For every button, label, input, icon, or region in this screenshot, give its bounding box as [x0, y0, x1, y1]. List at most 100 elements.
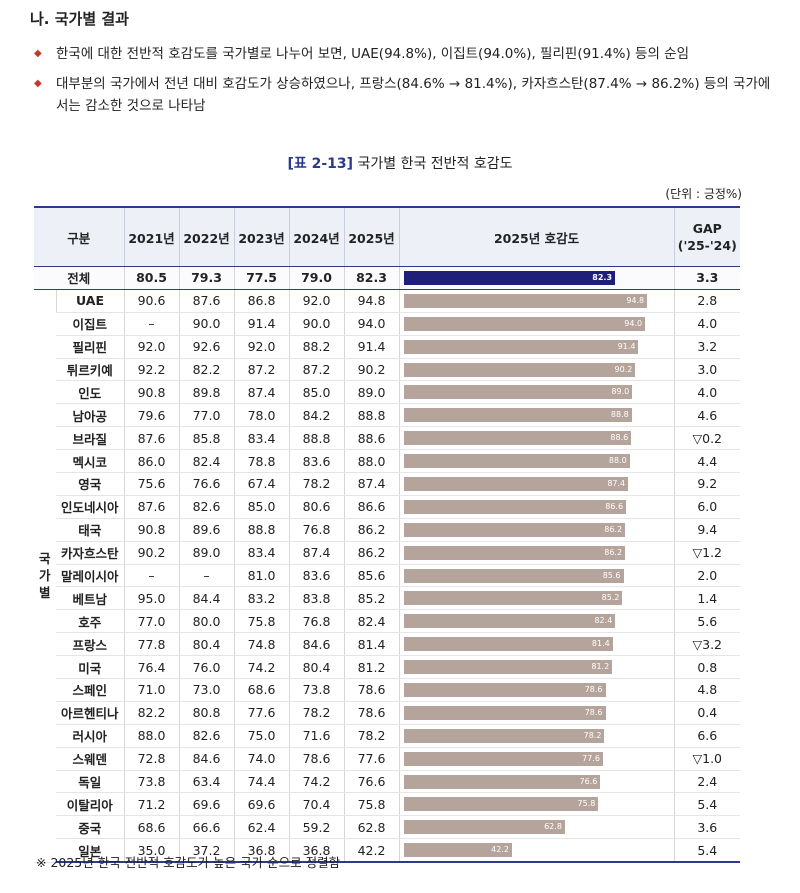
- cell-2022: 79.3: [178, 266, 235, 290]
- table-header-row: 구분 2021년 2022년 2023년 2024년 2025년 2025년 호…: [34, 206, 741, 267]
- cell-gap: 3.0: [673, 358, 741, 382]
- cell-bar: 78.6: [398, 701, 675, 725]
- cell-2021: 35.0: [123, 838, 180, 864]
- cell-gap: ▽3.2: [673, 632, 741, 657]
- cell-2024: 83.6: [288, 564, 345, 588]
- bar-country: 91.4: [403, 339, 639, 354]
- bar-country: 81.4: [403, 637, 613, 652]
- row-name: UAE: [55, 289, 125, 313]
- table-row: 인도네시아 87.6 82.6 85.0 80.6 86.6 86.6 6.0: [34, 495, 741, 519]
- row-name: 인도네시아: [56, 495, 125, 519]
- cell-2022: 69.6: [178, 792, 235, 817]
- cell-gap: 2.8: [673, 289, 741, 313]
- cell-2023: 83.4: [233, 426, 290, 451]
- bar-country: 94.8: [403, 293, 648, 308]
- table-row: 이탈리아 71.2 69.6 69.6 70.4 75.8 75.8 5.4: [34, 792, 741, 817]
- bar-label: 86.2: [604, 547, 623, 557]
- table-row: 영국 75.6 76.6 67.4 78.2 87.4 87.4 9.2: [34, 472, 741, 496]
- cell-2024: 76.8: [288, 609, 345, 634]
- bar-country: 85.2: [403, 591, 623, 606]
- bar-country: 85.6: [403, 568, 624, 583]
- table-row: 태국 90.8 89.6 88.8 76.8 86.2 86.2 9.4: [34, 518, 741, 542]
- cell-2023: 81.0: [233, 564, 290, 588]
- cell-2021: 86.0: [123, 449, 180, 474]
- table-row: 베트남 95.0 84.4 83.2 83.8 85.2 85.2 1.4: [34, 586, 741, 611]
- row-name: 아르헨티나: [56, 701, 125, 725]
- bar-label: 88.0: [608, 456, 627, 466]
- cell-2023: 36.8: [233, 838, 290, 864]
- bar-label: 78.6: [584, 707, 603, 717]
- table-row: 러시아 88.0 82.6 75.0 71.6 78.2 78.2 6.6: [34, 724, 741, 748]
- row-name: 전체: [34, 266, 125, 290]
- cell-2021: 92.2: [123, 358, 180, 382]
- cell-gap: 4.0: [673, 380, 741, 405]
- table-caption: [표 2-13] 국가별 한국 전반적 호감도: [0, 153, 800, 173]
- cell-bar: 86.2: [398, 541, 675, 565]
- cell-2024: 80.4: [288, 655, 345, 680]
- cell-2023: 77.5: [233, 266, 290, 290]
- table-caption-code: [표 2-13]: [287, 156, 354, 172]
- row-name: 스웨덴: [56, 747, 125, 771]
- cell-gap: 1.4: [673, 586, 741, 611]
- cell-2024: 76.8: [288, 518, 345, 542]
- cell-2023: 74.8: [233, 632, 290, 657]
- bar-label: 78.6: [584, 684, 603, 694]
- bar-label: 85.6: [602, 570, 621, 580]
- cell-2024: 90.0: [288, 312, 345, 336]
- cell-gap: ▽1.0: [673, 747, 741, 771]
- bar-label: 88.8: [610, 410, 629, 420]
- cell-2022: 90.0: [178, 312, 235, 336]
- cell-2021: 80.5: [123, 266, 180, 290]
- bar-label: 88.6: [610, 433, 629, 443]
- cell-bar: 42.2: [398, 838, 675, 864]
- bar-label: 81.4: [591, 639, 610, 649]
- cell-bar: 87.4: [398, 472, 675, 496]
- bar-label: 75.8: [577, 799, 596, 809]
- cell-gap: 0.4: [673, 701, 741, 725]
- cell-gap: 4.8: [673, 678, 741, 702]
- cell-2024: 87.2: [288, 358, 345, 382]
- cell-gap: 4.0: [673, 312, 741, 336]
- cell-2025: 87.4: [343, 472, 400, 496]
- bar-country: 81.2: [403, 660, 613, 675]
- cell-2024: 88.8: [288, 426, 345, 451]
- cell-gap: 2.4: [673, 770, 741, 794]
- cell-2023: 77.6: [233, 701, 290, 725]
- table-row: 멕시코 86.0 82.4 78.8 83.6 88.0 88.0 4.4: [34, 449, 741, 474]
- cell-2022: 73.0: [178, 678, 235, 702]
- table-caption-title: 국가별 한국 전반적 호감도: [357, 156, 513, 172]
- cell-2023: 83.2: [233, 586, 290, 611]
- row-name: 이집트: [56, 312, 125, 336]
- cell-2023: 69.6: [233, 792, 290, 817]
- cell-2025: 78.2: [343, 724, 400, 748]
- table-row: 독일 73.8 63.4 74.4 74.2 76.6 76.6 2.4: [34, 770, 741, 794]
- cell-bar: 62.8: [398, 815, 675, 840]
- cell-bar: 88.0: [398, 449, 675, 474]
- row-name: 브라질: [56, 426, 125, 451]
- cell-2021: 95.0: [123, 586, 180, 611]
- cell-gap: 6.6: [673, 724, 741, 748]
- table-row: 스페인 71.0 73.0 68.6 73.8 78.6 78.6 4.8: [34, 678, 741, 702]
- cell-2025: 86.6: [343, 495, 400, 519]
- cell-2025: 82.3: [343, 266, 400, 290]
- header-category: 구분: [34, 206, 125, 267]
- cell-2025: 94.8: [343, 289, 400, 313]
- bar-label: 82.3: [592, 272, 613, 282]
- cell-2022: 89.6: [178, 518, 235, 542]
- bar-country: 77.6: [403, 751, 603, 766]
- cell-2021: 72.8: [123, 747, 180, 771]
- cell-gap: 2.0: [673, 564, 741, 588]
- cell-2024: 71.6: [288, 724, 345, 748]
- table-row: 국 가 별 UAE 90.6 87.6 86.8 92.0 94.8 94.8 2.8: [34, 289, 741, 863]
- cell-2022: 63.4: [178, 770, 235, 794]
- bullet-text: 한국에 대한 전반적 호감도를 국가별로 나누어 보면, UAE(94.8%),…: [56, 46, 690, 62]
- cell-gap: 5.4: [673, 792, 741, 817]
- bar-country: 88.8: [403, 408, 632, 423]
- table-row: 말레이시아 – –81.0 83.6 85.6 85.6 2.0: [34, 564, 741, 588]
- bar-country: 76.6: [403, 774, 601, 789]
- bar-country: 88.0: [403, 454, 630, 469]
- cell-2021: 71.0: [123, 678, 180, 702]
- cell-2022: 82.6: [178, 724, 235, 748]
- header-2025-bar: 2025년 호감도: [398, 206, 675, 267]
- cell-gap: 3.6: [673, 815, 741, 840]
